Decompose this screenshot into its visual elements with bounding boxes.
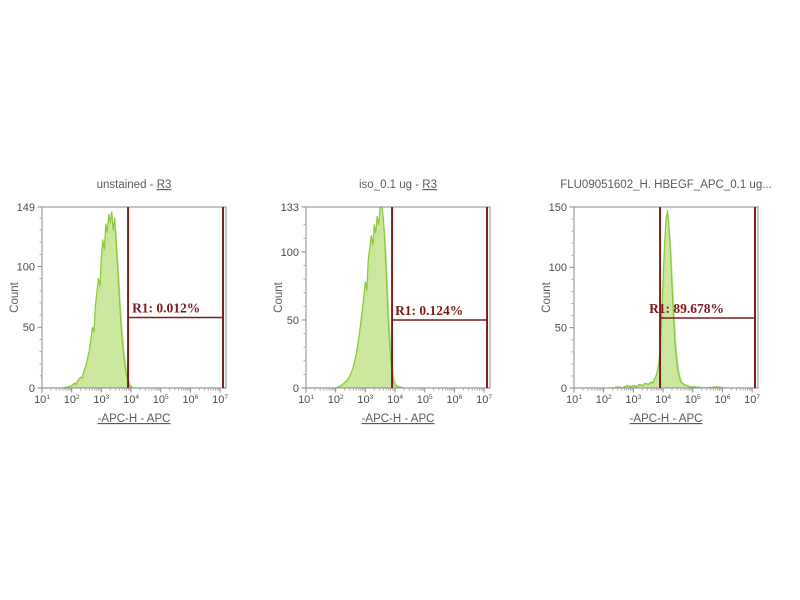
- gate-percentage-label: R1: 89.678%: [649, 301, 724, 316]
- x-tick-label: 106: [714, 394, 730, 406]
- plot-title-gate-link[interactable]: R3: [157, 179, 172, 191]
- x-tick-label: 106: [446, 394, 462, 406]
- gate-percentage-label: R1: 0.012%: [132, 301, 200, 316]
- plot-title: unstained - R3: [97, 179, 172, 191]
- plot-area: [305, 206, 491, 389]
- x-tick-label: 105: [153, 394, 169, 406]
- y-tick-label: 50: [23, 322, 35, 334]
- y-tick-label: 149: [17, 202, 35, 214]
- x-tick-label: 104: [655, 394, 671, 406]
- plot-title-text: unstained -: [97, 179, 157, 191]
- x-tick-label: 104: [123, 394, 139, 406]
- y-tick-label: 0: [561, 383, 567, 395]
- y-tick-label: 50: [555, 323, 567, 335]
- histogram-panel-hbegf-apc: FLU09051602_H. HBEGF_APC_0.1 ug... 0 50 100…: [540, 160, 800, 445]
- x-tick-label: 101: [298, 394, 314, 406]
- x-tick-label: 105: [417, 394, 433, 406]
- x-tick-label: 101: [566, 394, 582, 406]
- x-tick-label: 104: [387, 394, 403, 406]
- y-tick-label: 50: [287, 315, 299, 327]
- x-tick-label: 102: [64, 394, 80, 406]
- x-axis-label-link[interactable]: -APC-H - APC: [362, 413, 435, 425]
- plot-title: FLU09051602_H. HBEGF_APC_0.1 ug...: [560, 179, 772, 191]
- x-axis-label-link[interactable]: -APC-H - APC: [630, 413, 703, 425]
- x-tick-label: 103: [93, 394, 109, 406]
- histogram-svg-1: unstained - R3 0 50 100 149 101 102 103 104 105 10…: [9, 179, 228, 425]
- y-tick-label: 100: [281, 247, 299, 259]
- x-tick-label: 101: [34, 394, 50, 406]
- y-axis-label: Count: [9, 281, 21, 312]
- plot-title-gate-link[interactable]: R3: [422, 179, 437, 191]
- x-tick-label: 102: [328, 394, 344, 406]
- histogram-panel-unstained: unstained - R3 0 50 100 149 101 102 103 104 105 10…: [8, 160, 276, 445]
- x-tick-label: 105: [685, 394, 701, 406]
- histogram-curve: [574, 210, 758, 388]
- plot-title-text: FLU09051602_H. HBEGF_APC_0.1 ug...: [560, 179, 772, 191]
- plot-title-text: iso_0.1 ug -: [359, 179, 422, 191]
- x-axis-label-link[interactable]: -APC-H - APC: [98, 413, 171, 425]
- histogram-svg-2: iso_0.1 ug - R3 0 50 100 133 101 102 103 104 105 1…: [273, 179, 492, 425]
- x-tick-label: 103: [625, 394, 641, 406]
- x-tick-label: 107: [744, 394, 760, 406]
- plot-area: [41, 206, 227, 389]
- plot-title: iso_0.1 ug - R3: [359, 179, 437, 191]
- y-tick-label: 150: [549, 202, 567, 214]
- gate-percentage-label: R1: 0.124%: [395, 303, 463, 318]
- histogram-svg-3: FLU09051602_H. HBEGF_APC_0.1 ug... 0 50 100…: [541, 179, 772, 425]
- y-tick-label: 100: [17, 261, 35, 273]
- x-tick-label: 102: [596, 394, 612, 406]
- y-tick-label: 0: [293, 383, 299, 395]
- histogram-panel-iso-control: iso_0.1 ug - R3 0 50 100 133 101 102 103 104 105 1…: [272, 160, 540, 445]
- y-tick-label: 0: [29, 383, 35, 395]
- x-tick-label: 106: [182, 394, 198, 406]
- x-tick-label: 107: [212, 394, 228, 406]
- x-tick-label: 103: [357, 394, 373, 406]
- y-tick-label: 100: [549, 262, 567, 274]
- y-axis-label: Count: [273, 281, 285, 312]
- histogram-curve: [42, 211, 226, 388]
- x-tick-label: 107: [476, 394, 492, 406]
- y-tick-label: 133: [281, 202, 299, 214]
- y-axis-label: Count: [541, 281, 553, 312]
